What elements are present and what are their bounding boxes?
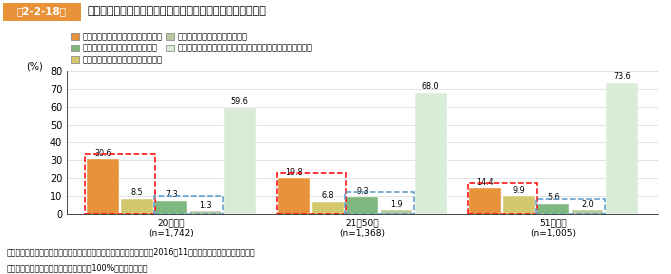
Bar [468, 183, 537, 214]
Text: 7.3: 7.3 [165, 190, 178, 199]
Text: 6.8: 6.8 [322, 191, 334, 200]
Bar [537, 204, 569, 214]
Text: （注）複数回答のため、合計は必ずしも100%にはならない。: （注）複数回答のため、合計は必ずしも100%にはならない。 [7, 263, 148, 272]
Bar [223, 108, 256, 214]
Text: 資料：中小企業庁委託「企業経営の継続に関するアンケート調査」（2016年11月、（株）東京商エリサーチ）: 資料：中小企業庁委託「企業経営の継続に関するアンケート調査」（2016年11月、… [7, 247, 256, 256]
FancyBboxPatch shape [3, 3, 81, 21]
Legend: 会社が経営者から借入れをしている, 会社が経営者に貸付けをしている, 会社が親族からの借入れをしている, 会社が親族に貸付けをしている, 会社と経営者や親族との: 会社が経営者から借入れをしている, 会社が経営者に貸付けをしている, 会社が親族… [71, 32, 312, 64]
Bar [606, 83, 637, 214]
Bar [572, 210, 603, 214]
Text: 8.5: 8.5 [131, 188, 144, 197]
Text: 19.8: 19.8 [285, 168, 303, 177]
Text: 1.9: 1.9 [390, 200, 403, 209]
Text: 68.0: 68.0 [422, 82, 440, 91]
Bar [469, 188, 501, 214]
Bar [345, 192, 414, 214]
Text: 30.6: 30.6 [94, 149, 112, 158]
Text: 59.6: 59.6 [231, 97, 248, 106]
Bar [121, 199, 153, 214]
Text: 1.3: 1.3 [199, 201, 212, 210]
Text: 5.6: 5.6 [547, 193, 560, 202]
Bar [346, 197, 378, 214]
Bar [154, 196, 223, 214]
Bar [276, 173, 346, 214]
Bar [85, 154, 154, 214]
Bar [380, 210, 413, 214]
Bar [503, 196, 535, 214]
Text: 9.9: 9.9 [513, 186, 525, 195]
Text: 従業員規模別に見た、会社と経営者・親族との資金貸借関係: 従業員規模別に見た、会社と経営者・親族との資金貸借関係 [87, 6, 266, 16]
Bar [415, 93, 447, 214]
Bar [87, 159, 119, 214]
Text: 2.0: 2.0 [581, 200, 594, 209]
Bar [156, 201, 187, 214]
Text: 第2-2-18図: 第2-2-18図 [17, 6, 66, 16]
Bar [278, 178, 310, 214]
Bar [536, 199, 605, 214]
Y-axis label: (%): (%) [26, 61, 43, 71]
Text: 73.6: 73.6 [613, 72, 631, 81]
Bar [312, 202, 344, 214]
Text: 9.3: 9.3 [356, 187, 368, 196]
Bar [189, 212, 221, 214]
Text: 14.4: 14.4 [476, 178, 494, 187]
